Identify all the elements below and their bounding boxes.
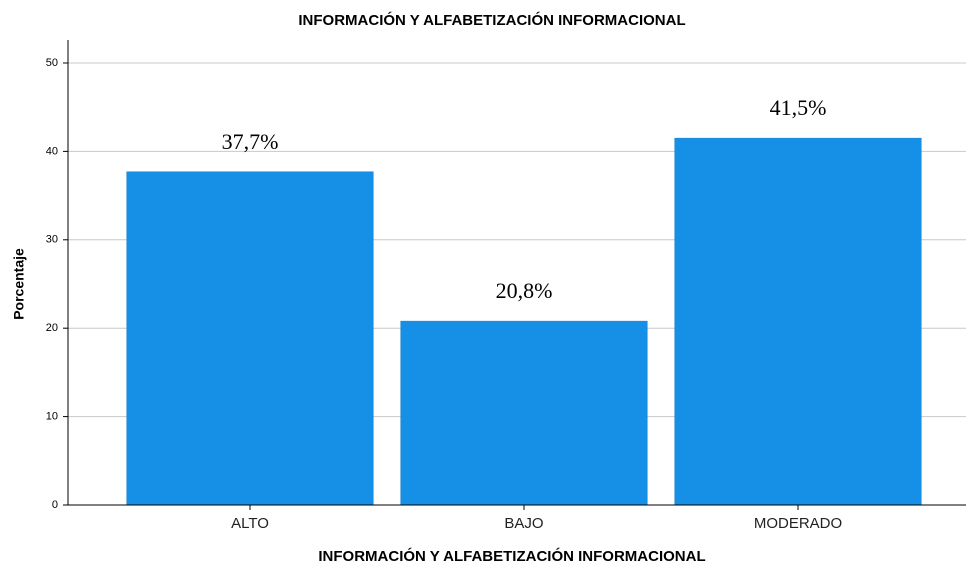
value-label: 41,5% (770, 95, 827, 120)
y-tick-label: 40 (46, 145, 58, 157)
y-tick-label: 50 (46, 57, 58, 69)
value-label: 20,8% (496, 278, 553, 303)
x-axis-label: INFORMACIÓN Y ALFABETIZACIÓN INFORMACION… (318, 547, 705, 565)
y-tick-label: 30 (46, 234, 58, 246)
chart-title: INFORMACIÓN Y ALFABETIZACIÓN INFORMACION… (298, 11, 685, 29)
y-tick-label: 20 (46, 322, 58, 334)
value-label: 37,7% (222, 129, 279, 154)
bar (674, 137, 922, 506)
x-tick-label: MODERADO (754, 515, 842, 532)
y-axis-label: Porcentaje (11, 248, 27, 320)
y-tick-label: 10 (46, 411, 58, 423)
bar (400, 320, 648, 506)
x-tick-label: ALTO (231, 515, 269, 532)
bar (126, 171, 374, 506)
x-tick-label: BAJO (504, 515, 543, 532)
y-tick-label: 0 (52, 499, 58, 511)
